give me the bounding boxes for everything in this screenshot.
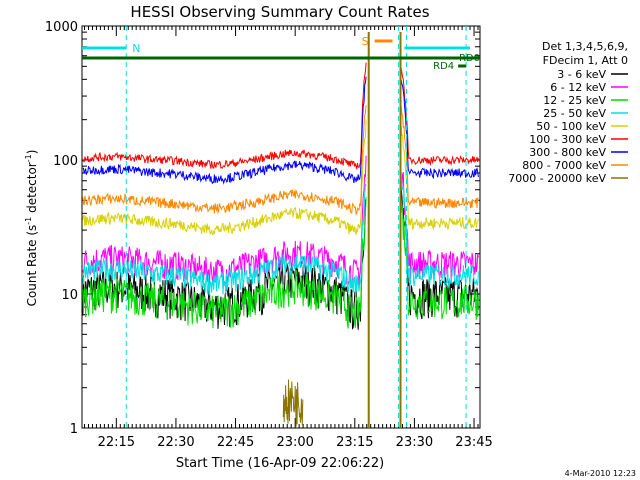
series-line-4 bbox=[400, 172, 479, 289]
series-line-6 bbox=[400, 68, 479, 166]
series-line-4 bbox=[82, 183, 367, 297]
y-axis-label: Count Rate (s-1 detector-1) bbox=[24, 150, 39, 307]
x-tick-label: 23:30 bbox=[396, 435, 433, 450]
series-line-8 bbox=[400, 106, 479, 210]
legend-label-7: 300 - 800 keV bbox=[529, 146, 606, 159]
series-line-1 bbox=[82, 198, 367, 330]
x-tick-label: 23:15 bbox=[336, 435, 373, 450]
legend-label-2: 6 - 12 keV bbox=[550, 81, 606, 94]
x-tick-label: 23:00 bbox=[276, 435, 313, 450]
annotation-label-rd0: RD0 bbox=[459, 53, 480, 64]
x-tick-label: 22:30 bbox=[157, 435, 194, 450]
annotation-label-rd4: RD4 bbox=[433, 61, 454, 72]
x-axis-label: Start Time (16-Apr-09 22:06:22) bbox=[176, 456, 384, 471]
legend-label-1: 3 - 6 keV bbox=[557, 68, 606, 81]
plot-frame bbox=[81, 25, 481, 429]
x-tick-label: 22:45 bbox=[217, 435, 254, 450]
legend-label-6: 100 - 300 keV bbox=[529, 133, 606, 146]
series-line-9 bbox=[282, 379, 304, 427]
series-line-6 bbox=[82, 62, 367, 170]
legend-label-8: 800 - 7000 keV bbox=[522, 159, 606, 172]
series-line-7 bbox=[400, 79, 479, 180]
series-line-3 bbox=[82, 197, 367, 329]
series-line-8 bbox=[82, 105, 367, 216]
legend-label-4: 25 - 50 keV bbox=[543, 107, 606, 120]
plot-area: 1 10 100 1000 22:15 22:30 22:45 23:00 23:15 23:30… bbox=[45, 20, 493, 450]
annotation-label-s: S bbox=[362, 35, 369, 48]
y-tick-label: 100 bbox=[53, 154, 78, 169]
series-line-5 bbox=[82, 120, 367, 236]
series-line-7 bbox=[82, 76, 367, 185]
legend-label-5: 50 - 100 keV bbox=[536, 120, 606, 133]
legend-header-line-2: FDecim 1, Att 0 bbox=[543, 54, 628, 67]
legend: Det 1,3,4,5,6,9, FDecim 1, Att 0 3 - 6 k… bbox=[508, 40, 628, 185]
y-tick-label: 1 bbox=[70, 422, 78, 437]
y-tick-label: 1000 bbox=[45, 20, 78, 35]
annotation-label-n: N bbox=[132, 42, 140, 55]
x-tick-label: 22:15 bbox=[98, 435, 135, 450]
chart-title: HESSI Observing Summary Count Rates bbox=[130, 3, 429, 21]
x-tick-label: 23:45 bbox=[455, 435, 492, 450]
legend-header-line-1: Det 1,3,4,5,6,9, bbox=[542, 40, 628, 53]
legend-label-9: 7000 - 20000 keV bbox=[508, 172, 606, 185]
y-tick-label: 10 bbox=[61, 288, 78, 303]
legend-label-3: 12 - 25 keV bbox=[543, 94, 606, 107]
footer-date: 4-Mar-2010 12:23 bbox=[565, 469, 636, 478]
